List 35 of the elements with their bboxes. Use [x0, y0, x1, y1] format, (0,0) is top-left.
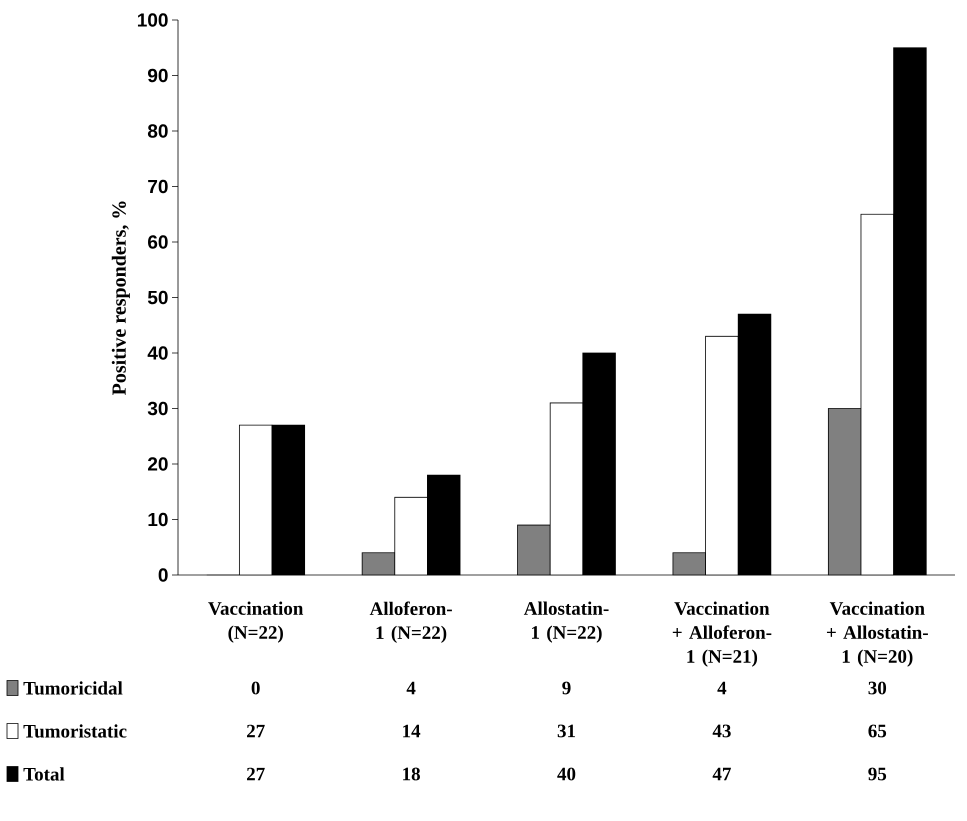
data-label: 0: [252, 682, 260, 694]
data-label: 40: [557, 768, 576, 780]
data-label: 43: [712, 724, 731, 738]
y-tick-label: 20: [148, 457, 168, 471]
y-tick-label: 80: [148, 124, 168, 138]
x-tick-label: Vaccination (N=22): [208, 602, 304, 643]
data-label: 65: [868, 724, 886, 738]
data-label: 9: [562, 682, 571, 694]
data-label: 30: [868, 682, 886, 694]
y-tick-label: 40: [148, 346, 168, 360]
x-tick-label: Vaccination + Allostatin-1 (N=20): [826, 602, 928, 667]
data-label: 14: [403, 724, 420, 738]
y-tick-label: 60: [148, 235, 168, 249]
y-tick-label: 50: [148, 290, 168, 304]
data-label: 47: [712, 768, 731, 780]
data-label: 4: [406, 682, 416, 694]
legend-label: Tumoristatic: [24, 724, 127, 738]
y-tick-label: 100: [138, 13, 168, 27]
legend-label: Total: [24, 767, 64, 781]
y-tick-label: 90: [148, 68, 168, 82]
y-tick-label: 0: [158, 568, 168, 582]
legend-label: Tumoricidal: [24, 681, 122, 695]
x-tick-label: Alloferon-1 (N=22): [370, 602, 452, 643]
y-axis-title: Positive responders, %: [112, 202, 130, 396]
data-label: 31: [558, 724, 576, 738]
data-label: 18: [403, 768, 420, 780]
data-label: 27: [247, 724, 265, 738]
y-tick-label: 30: [148, 402, 168, 416]
data-label: 4: [717, 682, 726, 694]
data-label: 27: [247, 768, 265, 780]
x-tick-label: Vaccination + Alloferon-1 (N=21): [672, 602, 772, 667]
x-tick-label: Allostatin-1 (N=22): [524, 602, 609, 643]
y-tick-label: 70: [148, 180, 168, 194]
data-label: 95: [868, 768, 886, 780]
y-tick-label: 10: [148, 512, 168, 526]
